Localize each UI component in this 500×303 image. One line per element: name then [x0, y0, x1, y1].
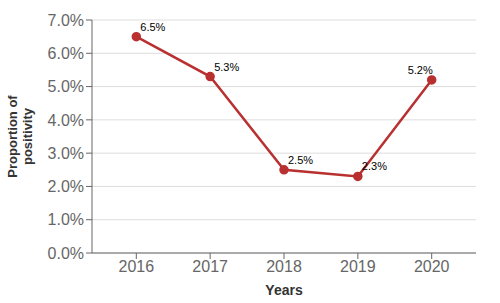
svg-text:2019: 2019 [340, 258, 376, 275]
svg-text:3.0%: 3.0% [48, 145, 84, 162]
svg-text:Proportion ofpositivity: Proportion ofpositivity [8, 95, 35, 178]
svg-text:2016: 2016 [119, 258, 155, 275]
svg-text:1.0%: 1.0% [48, 211, 84, 228]
svg-text:2.3%: 2.3% [362, 160, 387, 172]
svg-text:Years: Years [265, 282, 303, 298]
svg-text:2017: 2017 [192, 258, 228, 275]
svg-text:2020: 2020 [414, 258, 450, 275]
svg-text:2.0%: 2.0% [48, 178, 84, 195]
svg-text:2.5%: 2.5% [288, 154, 313, 166]
svg-text:0.0%: 0.0% [48, 245, 84, 262]
svg-text:7.0%: 7.0% [48, 12, 84, 29]
svg-text:5.3%: 5.3% [214, 61, 239, 73]
svg-text:5.0%: 5.0% [48, 78, 84, 95]
svg-text:4.0%: 4.0% [48, 112, 84, 129]
svg-text:2018: 2018 [266, 258, 302, 275]
svg-text:6.0%: 6.0% [48, 45, 84, 62]
svg-text:5.2%: 5.2% [408, 64, 433, 76]
svg-text:6.5%: 6.5% [140, 21, 165, 33]
